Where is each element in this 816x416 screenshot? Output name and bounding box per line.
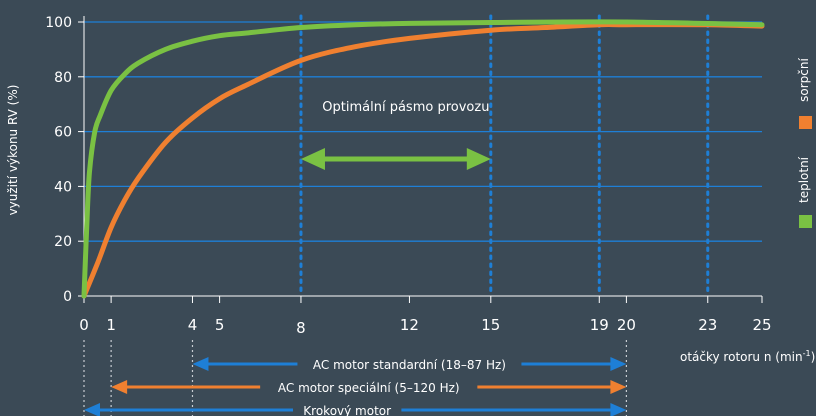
range-label: AC motor speciální (5–120 Hz) — [278, 381, 460, 395]
annotations: Optimální pásmo provozu — [300, 100, 491, 170]
x-tick-label: 23 — [698, 316, 717, 334]
x-tick-label: 25 — [752, 316, 771, 334]
annotation-arrow-head-left — [300, 148, 325, 170]
series-lines — [81, 19, 765, 299]
legend-swatch-0 — [799, 116, 812, 129]
legend-label-1: teplotní — [797, 156, 811, 203]
range-arrow-head-right — [610, 380, 627, 394]
y-tick-label: 40 — [54, 179, 72, 195]
series-line-0 — [81, 22, 765, 299]
x-tick-label: 8 — [296, 319, 306, 337]
x-tick-label: 5 — [215, 316, 225, 334]
x-tick-label: 1 — [106, 316, 116, 334]
motor-ranges: AC motor standardní (18–87 Hz) AC motor s… — [83, 340, 628, 416]
range-arrow-head-left — [84, 403, 100, 416]
y-tick-label: 20 — [54, 234, 72, 250]
x-tick-label: 0 — [79, 316, 89, 334]
annotation-arrow-head-right — [466, 148, 491, 170]
range-label: Krokový motor — [303, 404, 391, 416]
range-arrow-head-right — [610, 403, 627, 416]
x-axis-label-sup: -1 — [803, 349, 811, 358]
range-label: AC motor standardní (18–87 Hz) — [313, 358, 506, 372]
y-tick-label: 60 — [54, 125, 72, 141]
legend-swatch-1 — [799, 215, 812, 228]
x-tick-label: 20 — [617, 316, 636, 334]
legend-label-0: sorpční — [797, 57, 811, 101]
legend: sorpční teplotní — [797, 57, 812, 228]
y-axis-label: využití výkonu RV (%) — [6, 85, 20, 216]
range-arrow-head-right — [610, 357, 627, 371]
annotation-label: Optimální pásmo provozu — [322, 100, 489, 115]
range-arrow-head-left — [192, 357, 209, 371]
x-tick-label: 19 — [590, 316, 609, 334]
y-tick-label: 100 — [45, 15, 72, 31]
x-tick-label: 4 — [188, 316, 198, 334]
y-tick-label: 0 — [63, 289, 72, 305]
grid — [84, 21, 762, 242]
x-tick-label: 15 — [481, 316, 500, 334]
y-tick-label: 80 — [54, 70, 72, 86]
x-axis-label: otáčky rotoru n (min-1) — [680, 349, 815, 364]
x-tick-label: 12 — [400, 316, 419, 334]
series-line-1 — [81, 19, 765, 299]
x-axis-label-main: otáčky rotoru n (min — [680, 350, 803, 364]
range-arrow-head-left — [111, 380, 128, 394]
vertical-dotted-lines — [299, 14, 710, 298]
